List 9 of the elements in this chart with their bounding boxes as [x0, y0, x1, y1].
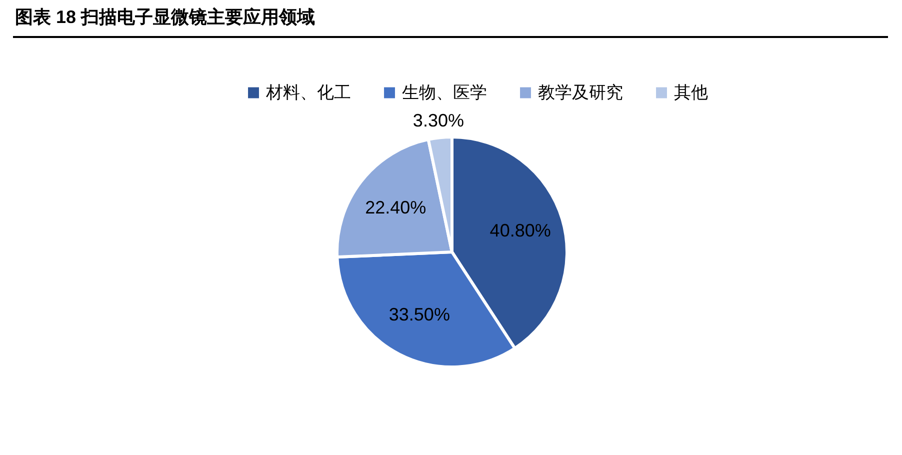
legend-label: 教学及研究 [538, 82, 623, 102]
data-label: 33.50% [388, 304, 450, 324]
legend-label: 材料、化工 [265, 82, 351, 102]
legend-label: 其他 [674, 82, 708, 102]
legend-label: 生物、医学 [402, 82, 487, 102]
data-label: 22.40% [365, 197, 426, 218]
chart-title: 图表 18 扫描电子显微镜主要应用领域 [15, 7, 316, 27]
data-label: 3.30% [412, 110, 464, 131]
data-label: 40.80% [490, 220, 551, 241]
